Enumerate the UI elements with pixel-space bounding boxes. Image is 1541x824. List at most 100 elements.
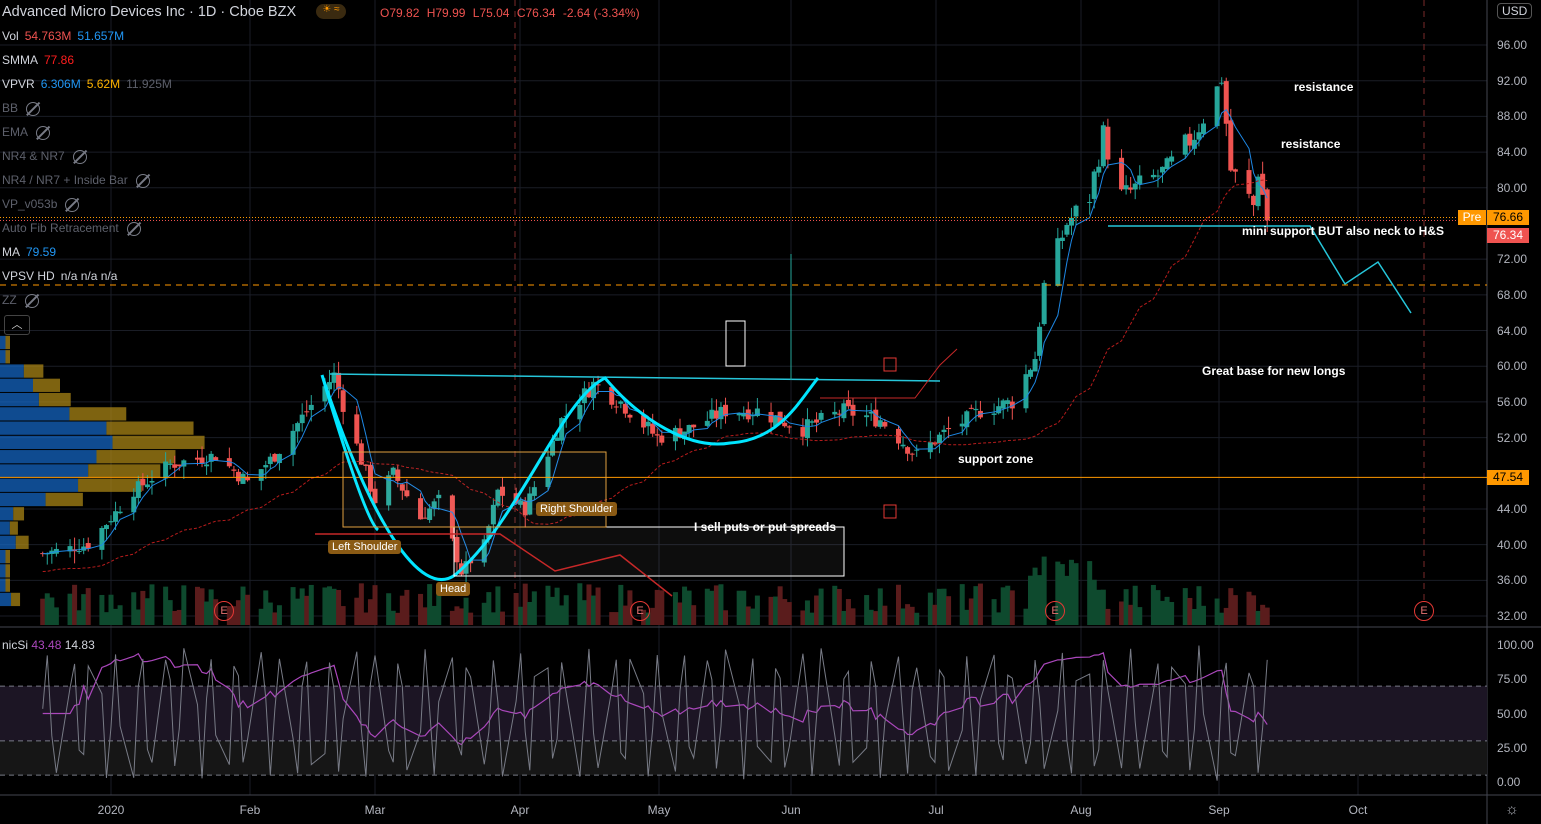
candle-body	[1009, 401, 1015, 409]
candle-body	[140, 478, 146, 486]
indicator-legend[interactable]: Auto Fib Retracement	[2, 221, 141, 236]
volume-bar	[959, 584, 965, 625]
volume-bar	[208, 589, 214, 625]
candle-body	[1068, 217, 1074, 226]
volume-bar	[900, 608, 906, 625]
volume-bar	[800, 610, 806, 625]
pre-market-label: Pre	[1458, 210, 1486, 225]
volume-bar	[372, 585, 378, 625]
indicator-legend[interactable]: SMMA 77.86	[2, 53, 74, 67]
volume-bar	[199, 588, 205, 625]
indicator-legend[interactable]: EMA	[2, 125, 51, 140]
indicator-legend[interactable]: Vol 54.763M 51.657M	[2, 29, 124, 43]
volume-bar	[786, 602, 792, 625]
volume-bar	[909, 606, 915, 625]
indicator-legend[interactable]: VPSV HD n/a n/a n/a	[2, 269, 117, 283]
great-base-label: Great base for new longs	[1202, 364, 1346, 378]
left-shoulder-label: Left Shoulder	[328, 540, 402, 554]
candle-body	[1255, 176, 1261, 207]
volume-bar	[773, 596, 779, 625]
rsi-tick-label: 50.00	[1497, 706, 1528, 721]
earnings-marker[interactable]: E	[630, 601, 650, 621]
earnings-marker[interactable]: E	[1045, 601, 1065, 621]
candle-body	[304, 411, 310, 413]
indicator-legend[interactable]: NR4 / NR7 + Inside Bar	[2, 173, 150, 188]
collapse-legend-button[interactable]: ︿	[4, 315, 30, 335]
indicator-legend[interactable]: BB	[2, 101, 41, 116]
mini-support-label: mini support BUT also neck to H&S	[1242, 224, 1445, 238]
volume-bar	[358, 583, 364, 625]
volume-bar	[877, 588, 883, 625]
vpvr-bar-buy	[0, 350, 6, 364]
candle-body	[404, 490, 410, 497]
indicator-legend[interactable]: NR4 & NR7	[2, 149, 87, 164]
hidden-eye-icon[interactable]	[26, 101, 41, 116]
volume-bar	[386, 593, 392, 625]
candle-body	[1055, 238, 1061, 286]
indicator-legend[interactable]: VPVR 6.306M 5.62M 11.925M	[2, 77, 172, 91]
candle-body	[395, 469, 401, 481]
volume-bar	[176, 609, 182, 625]
candle-body	[531, 487, 537, 496]
volume-bar	[245, 594, 251, 625]
volume-bar	[235, 600, 241, 625]
vpvr-bar-buy	[0, 464, 89, 478]
hidden-eye-icon[interactable]	[72, 149, 87, 164]
volume-bar	[559, 605, 565, 625]
candle-body	[390, 467, 396, 475]
volume-bar	[941, 588, 947, 625]
hidden-eye-icon[interactable]	[126, 221, 141, 236]
volume-bar	[117, 605, 123, 625]
candle-body	[1160, 166, 1166, 173]
volume-bar	[40, 598, 46, 625]
candle-body	[741, 412, 747, 417]
hidden-eye-icon[interactable]	[36, 125, 51, 140]
volume-bar	[326, 586, 332, 625]
candle-body	[650, 423, 656, 434]
y-tick-label: 84.00	[1497, 145, 1528, 160]
indicator-legend[interactable]: ZZ	[2, 293, 39, 308]
earnings-marker[interactable]: E	[1414, 601, 1434, 621]
vpvr-bar-buy	[0, 578, 6, 592]
resistance-label-1: resistance	[1294, 80, 1354, 94]
candle-body	[1150, 174, 1156, 178]
volume-bar	[304, 595, 310, 625]
hidden-eye-icon[interactable]	[135, 173, 150, 188]
session-badge[interactable]: ☀ ≈	[316, 4, 346, 19]
head-and-shoulders-curve	[320, 374, 820, 581]
candle-body	[1187, 133, 1193, 146]
hidden-eye-icon[interactable]	[24, 293, 39, 308]
earnings-marker[interactable]: E	[214, 601, 234, 621]
candle-body	[1200, 123, 1206, 135]
volume-bar	[99, 594, 105, 625]
candle-body	[786, 426, 792, 428]
indicator-name: EMA	[2, 125, 29, 139]
vpvr-bar-sell	[112, 435, 205, 450]
volume-bar	[1023, 608, 1029, 625]
candle-body	[167, 463, 173, 465]
volume-bar	[308, 584, 314, 625]
volume-bar	[1182, 588, 1188, 625]
currency-button[interactable]: USD	[1497, 3, 1533, 19]
indicator-legend[interactable]: VP_v053b	[2, 197, 80, 212]
volume-bar	[422, 607, 428, 625]
red-square-marker	[883, 357, 897, 372]
volume-bar	[586, 584, 592, 625]
candle-body	[1119, 157, 1125, 190]
candle-body	[326, 382, 332, 390]
vpvr-bar-sell	[5, 578, 10, 592]
pre-market-price-tag: 76.66	[1487, 210, 1529, 225]
hidden-eye-icon[interactable]	[65, 197, 80, 212]
indicator-legend[interactable]: MA 79.59	[2, 245, 56, 259]
volume-bar	[336, 589, 342, 625]
volume-bar	[1260, 604, 1266, 625]
volume-bar	[1096, 589, 1102, 625]
candle-body	[936, 434, 942, 444]
candle-body	[518, 500, 524, 505]
candle-body	[818, 412, 824, 420]
indicator-value: 51.657M	[77, 29, 125, 43]
volume-bar	[804, 600, 810, 625]
candle-body	[991, 413, 997, 415]
settings-gear-icon[interactable]: ☼	[1505, 801, 1519, 818]
